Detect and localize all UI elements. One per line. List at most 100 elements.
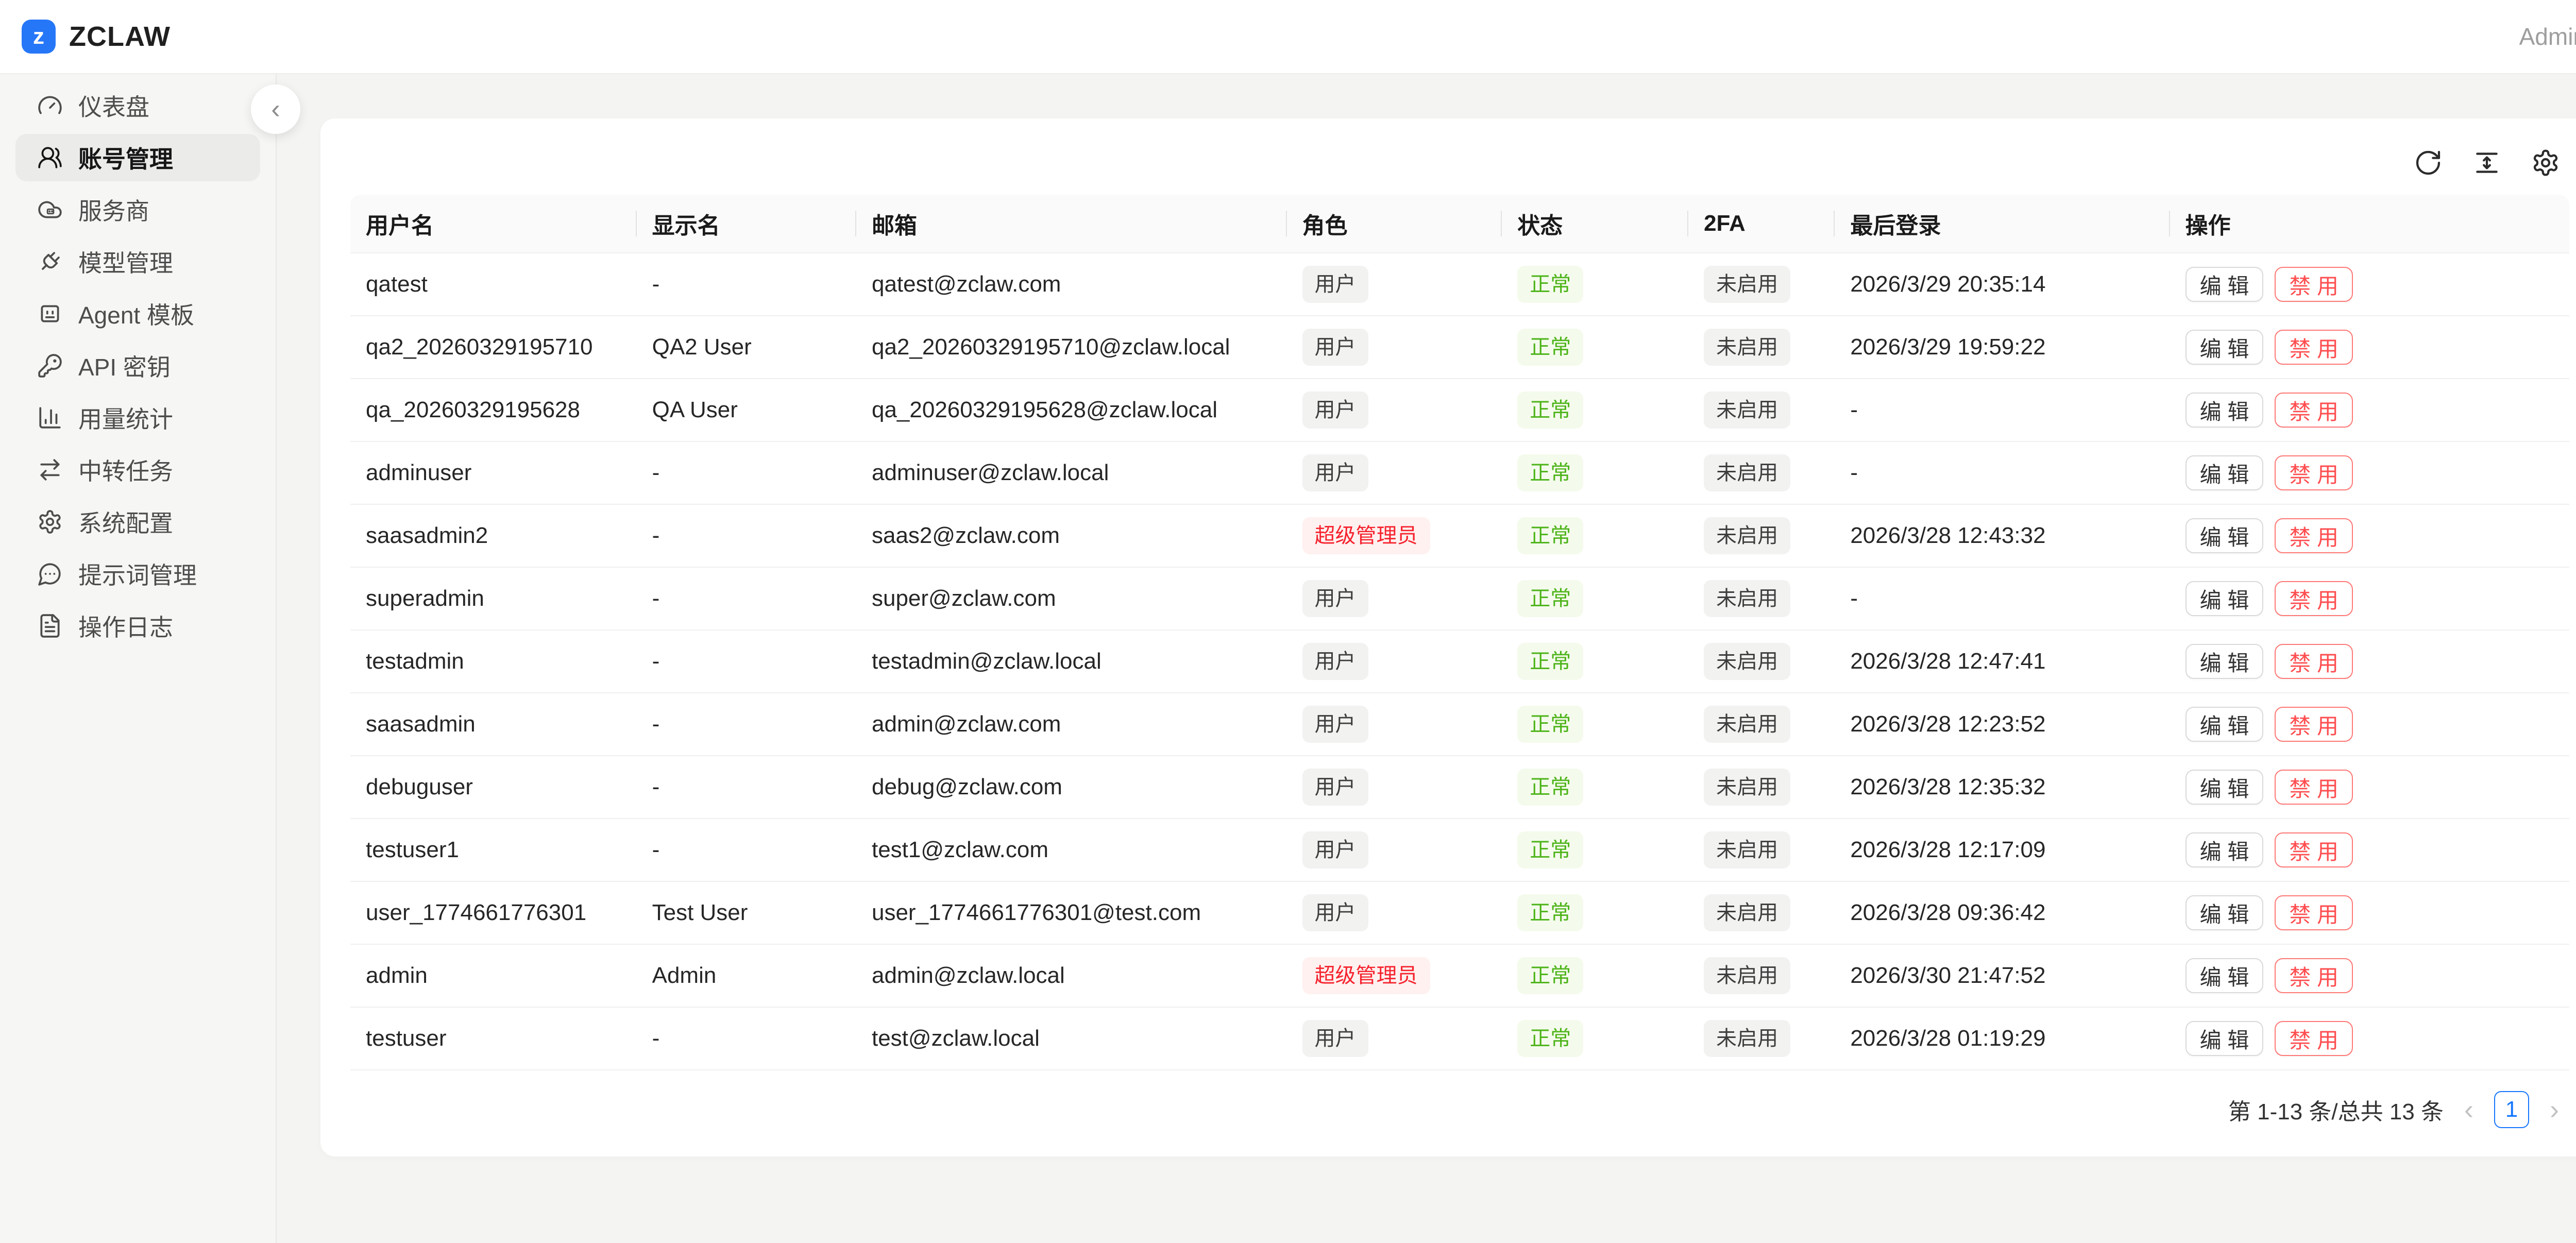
edit-button[interactable]: 编 辑: [2185, 330, 2264, 365]
settings-icon[interactable]: [2529, 146, 2562, 179]
cell-2fa: 未启用: [1688, 1008, 1835, 1070]
cell-username: saasadmin2: [350, 505, 637, 568]
role-badge: 超级管理员: [1302, 957, 1430, 994]
cell-2fa: 未启用: [1688, 505, 1835, 568]
edit-button[interactable]: 编 辑: [2185, 581, 2264, 616]
disable-button[interactable]: 禁 用: [2275, 958, 2353, 993]
edit-button[interactable]: 编 辑: [2185, 895, 2264, 930]
cell-last-login: 2026/3/28 01:19:29: [1835, 1008, 2170, 1070]
cell-2fa: 未启用: [1688, 442, 1835, 505]
edit-button[interactable]: 编 辑: [2185, 644, 2264, 679]
disable-button[interactable]: 禁 用: [2275, 267, 2353, 302]
edit-button[interactable]: 编 辑: [2185, 958, 2264, 993]
sidebar-item-users[interactable]: 账号管理: [15, 134, 260, 181]
cell-2fa: 未启用: [1688, 379, 1835, 442]
column-header-3: 邮箱: [856, 195, 1287, 253]
gauge-icon: [37, 93, 63, 118]
status-badge: 正常: [1517, 1020, 1584, 1057]
edit-button[interactable]: 编 辑: [2185, 707, 2264, 742]
disable-button[interactable]: 禁 用: [2275, 644, 2353, 679]
cell-username: saasadmin: [350, 693, 637, 756]
cell-status: 正常: [1502, 316, 1689, 379]
status-badge: 正常: [1517, 391, 1584, 429]
cell-2fa: 未启用: [1688, 756, 1835, 819]
sidebar-item-message[interactable]: 提示词管理: [15, 550, 260, 598]
role-badge: 用户: [1302, 454, 1368, 491]
cell-display-name: -: [636, 253, 856, 316]
edit-button[interactable]: 编 辑: [2185, 770, 2264, 805]
status-badge: 正常: [1517, 706, 1584, 743]
edit-button[interactable]: 编 辑: [2185, 455, 2264, 490]
sidebar-item-label: 服务商: [78, 198, 149, 225]
user-menu-label[interactable]: Admin: [2519, 23, 2576, 50]
cell-last-login: 2026/3/28 12:43:32: [1835, 505, 2170, 568]
refresh-icon[interactable]: [2412, 146, 2445, 179]
disable-button[interactable]: 禁 用: [2275, 1021, 2353, 1056]
sidebar-collapse-button[interactable]: ‹: [251, 84, 300, 134]
cell-username: adminuser: [350, 442, 637, 505]
cell-actions: 编 辑 禁 用: [2170, 316, 2569, 379]
table-toolbar: [350, 141, 2569, 195]
edit-button[interactable]: 编 辑: [2185, 832, 2264, 867]
disable-button[interactable]: 禁 用: [2275, 581, 2353, 616]
edit-button[interactable]: 编 辑: [2185, 1021, 2264, 1056]
table-row: saasadmin2 - saas2@zclaw.com 超级管理员 正常 未启…: [350, 505, 2569, 568]
cell-display-name: -: [636, 631, 856, 693]
edit-button[interactable]: 编 辑: [2185, 393, 2264, 428]
cell-last-login: 2026/3/29 19:59:22: [1835, 316, 2170, 379]
cell-actions: 编 辑 禁 用: [2170, 505, 2569, 568]
cell-display-name: -: [636, 568, 856, 631]
brand: z ZCLAW: [22, 20, 171, 54]
cell-email: saas2@zclaw.com: [856, 505, 1287, 568]
cell-email: qatest@zclaw.com: [856, 253, 1287, 316]
cell-actions: 编 辑 禁 用: [2170, 442, 2569, 505]
sidebar-item-plug[interactable]: 模型管理: [15, 238, 260, 285]
cell-display-name: -: [636, 756, 856, 819]
row-height-icon[interactable]: [2470, 146, 2503, 179]
table-row: admin Admin admin@zclaw.local 超级管理员 正常 未…: [350, 945, 2569, 1008]
cell-2fa: 未启用: [1688, 631, 1835, 693]
column-header-5: 状态: [1502, 195, 1689, 253]
twofa-badge: 未启用: [1704, 643, 1791, 680]
disable-button[interactable]: 禁 用: [2275, 832, 2353, 867]
role-badge: 用户: [1302, 706, 1368, 743]
cell-last-login: 2026/3/30 21:47:52: [1835, 945, 2170, 1008]
cell-display-name: -: [636, 505, 856, 568]
cell-2fa: 未启用: [1688, 882, 1835, 945]
disable-button[interactable]: 禁 用: [2275, 455, 2353, 490]
sidebar-item-chart[interactable]: 用量统计: [15, 394, 260, 441]
cloud-icon: [37, 197, 63, 223]
sidebar-item-bot[interactable]: Agent 模板: [15, 290, 260, 337]
edit-button[interactable]: 编 辑: [2185, 267, 2264, 302]
cell-username: qatest: [350, 253, 637, 316]
status-badge: 正常: [1517, 580, 1584, 617]
sidebar-item-gear[interactable]: 系统配置: [15, 498, 260, 546]
disable-button[interactable]: 禁 用: [2275, 770, 2353, 805]
cell-last-login: -: [1835, 568, 2170, 631]
disable-button[interactable]: 禁 用: [2275, 707, 2353, 742]
pagination-page-1[interactable]: 1: [2494, 1091, 2530, 1128]
status-badge: 正常: [1517, 831, 1584, 869]
sidebar-item-file-text[interactable]: 操作日志: [15, 602, 260, 650]
cell-actions: 编 辑 禁 用: [2170, 253, 2569, 316]
swap-icon: [37, 457, 63, 483]
sidebar-item-swap[interactable]: 中转任务: [15, 446, 260, 493]
cell-username: debuguser: [350, 756, 637, 819]
cell-role: 超级管理员: [1286, 505, 1502, 568]
disable-button[interactable]: 禁 用: [2275, 330, 2353, 365]
pagination-prev-icon[interactable]: ‹: [2461, 1096, 2477, 1123]
sidebar-item-key[interactable]: API 密钥: [15, 342, 260, 389]
status-badge: 正常: [1517, 894, 1584, 931]
pagination-next-icon[interactable]: ›: [2547, 1096, 2562, 1123]
sidebar-item-cloud[interactable]: 服务商: [15, 186, 260, 233]
cell-role: 用户: [1286, 442, 1502, 505]
column-header-6: 2FA: [1688, 195, 1835, 253]
disable-button[interactable]: 禁 用: [2275, 393, 2353, 428]
role-badge: 用户: [1302, 831, 1368, 869]
disable-button[interactable]: 禁 用: [2275, 895, 2353, 930]
twofa-badge: 未启用: [1704, 706, 1791, 743]
app-logo-icon: z: [22, 20, 56, 54]
edit-button[interactable]: 编 辑: [2185, 518, 2264, 553]
sidebar-item-gauge[interactable]: 仪表盘: [15, 82, 260, 129]
disable-button[interactable]: 禁 用: [2275, 518, 2353, 553]
